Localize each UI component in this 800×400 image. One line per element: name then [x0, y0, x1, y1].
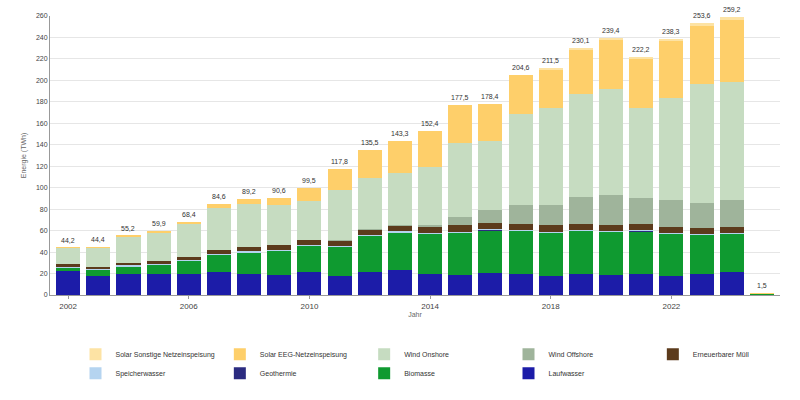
svg-text:2006: 2006 — [180, 302, 198, 311]
svg-text:260: 260 — [36, 12, 48, 19]
svg-text:Solar EEG-Netzeinspeisung: Solar EEG-Netzeinspeisung — [260, 351, 347, 359]
svg-text:100: 100 — [36, 184, 48, 191]
svg-text:90,6: 90,6 — [272, 187, 286, 194]
svg-text:160: 160 — [36, 120, 48, 127]
svg-text:Solar Sonstige Netzeinspeisung: Solar Sonstige Netzeinspeisung — [116, 351, 215, 359]
svg-text:117,8: 117,8 — [331, 158, 348, 165]
svg-text:Energie (TWh): Energie (TWh) — [20, 133, 28, 179]
svg-text:Wind Onshore: Wind Onshore — [404, 351, 449, 358]
svg-text:120: 120 — [36, 163, 48, 170]
svg-text:59,9: 59,9 — [152, 220, 166, 227]
svg-text:68,4: 68,4 — [182, 211, 196, 218]
svg-text:240: 240 — [36, 34, 48, 41]
svg-text:1,5: 1,5 — [757, 282, 767, 289]
svg-text:Laufwasser: Laufwasser — [549, 370, 585, 377]
svg-text:Jahr: Jahr — [408, 311, 422, 318]
svg-text:178,4: 178,4 — [481, 93, 499, 100]
svg-text:80: 80 — [40, 206, 48, 213]
svg-text:44,4: 44,4 — [91, 236, 105, 243]
svg-text:55,2: 55,2 — [121, 225, 135, 232]
svg-text:143,3: 143,3 — [391, 130, 409, 137]
svg-text:220: 220 — [36, 55, 48, 62]
svg-text:259,2: 259,2 — [723, 6, 741, 13]
svg-text:2002: 2002 — [59, 302, 77, 311]
svg-text:20: 20 — [40, 270, 48, 277]
svg-text:99,5: 99,5 — [302, 177, 316, 184]
svg-text:89,2: 89,2 — [242, 188, 256, 195]
svg-text:Geothermie: Geothermie — [260, 370, 297, 377]
svg-text:84,6: 84,6 — [212, 193, 226, 200]
svg-text:253,6: 253,6 — [693, 12, 711, 19]
svg-text:211,5: 211,5 — [542, 57, 559, 64]
svg-text:2018: 2018 — [542, 302, 560, 311]
svg-text:239,4: 239,4 — [602, 27, 620, 34]
svg-text:40: 40 — [40, 249, 48, 256]
svg-text:60: 60 — [40, 227, 48, 234]
svg-text:Biomasse: Biomasse — [404, 370, 435, 377]
svg-text:2022: 2022 — [663, 302, 681, 311]
svg-text:152,4: 152,4 — [421, 120, 439, 127]
svg-text:230,1: 230,1 — [572, 37, 590, 44]
svg-text:200: 200 — [36, 77, 48, 84]
svg-text:0: 0 — [44, 291, 48, 298]
svg-text:2010: 2010 — [301, 302, 319, 311]
svg-text:140: 140 — [36, 141, 48, 148]
svg-text:222,2: 222,2 — [632, 46, 650, 53]
svg-text:238,3: 238,3 — [662, 28, 680, 35]
svg-text:135,5: 135,5 — [361, 139, 379, 146]
svg-text:177,5: 177,5 — [451, 94, 469, 101]
svg-text:Wind Offshore: Wind Offshore — [549, 351, 594, 358]
svg-text:2014: 2014 — [421, 302, 439, 311]
svg-text:204,6: 204,6 — [512, 64, 530, 71]
svg-text:Speicherwasser: Speicherwasser — [116, 370, 166, 378]
svg-text:44,2: 44,2 — [61, 237, 75, 244]
svg-text:180: 180 — [36, 98, 48, 105]
svg-text:Erneuerbarer Müll: Erneuerbarer Müll — [693, 351, 749, 358]
